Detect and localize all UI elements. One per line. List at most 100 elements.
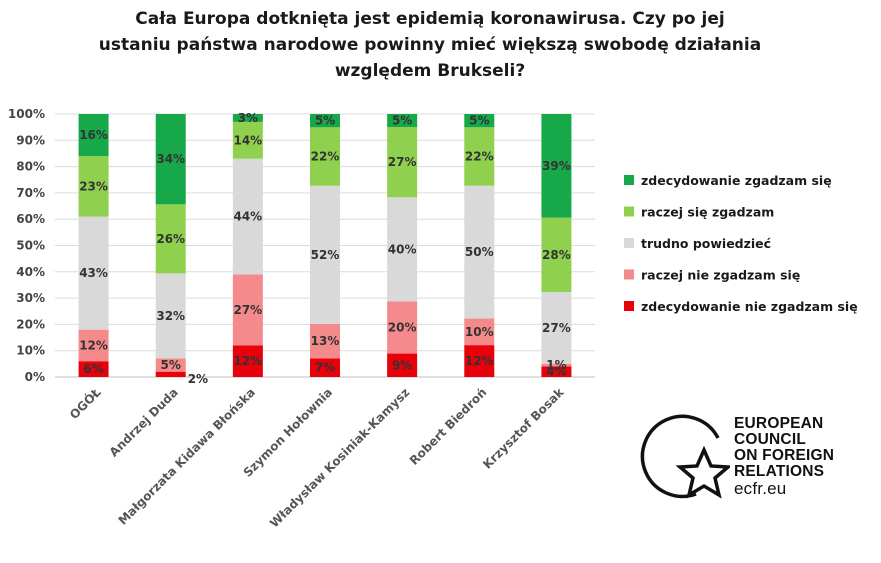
value-label: 28%	[542, 248, 571, 262]
chart-title: Cała Europa dotknięta jest epidemią koro…	[90, 6, 770, 84]
y-tick-label: 40%	[16, 265, 45, 279]
legend-label: raczej się zgadzam	[641, 205, 774, 220]
y-tick-label: 30%	[16, 291, 45, 305]
bar-segment	[78, 114, 109, 157]
value-label: 5%	[392, 114, 412, 128]
value-label: 1%	[546, 358, 566, 372]
bar-segment	[310, 185, 340, 324]
y-tick-label: 90%	[16, 133, 45, 147]
value-label: 40%	[388, 242, 417, 256]
bar-segment	[387, 197, 418, 302]
legend-label: zdecydowanie zgadzam się	[641, 173, 832, 188]
logo-line-3: ON FOREIGN	[734, 447, 835, 464]
y-axis-ticks: 0% 10% 20% 30% 40% 50% 60% 70% 80% 90% 100%	[8, 107, 45, 384]
y-tick-label: 60%	[16, 212, 45, 226]
value-label: 27%	[542, 321, 571, 335]
value-labels: 6% 12% 43% 23% 16% 2% 5% 32% 26% 34% 12% 27% 44% 14% 3…	[79, 111, 571, 386]
value-label: 12%	[79, 338, 108, 352]
value-label: 12%	[233, 354, 262, 368]
legend-swatch	[624, 269, 634, 280]
chart-title-line-3: względem Brukseli?	[334, 61, 526, 81]
legend: zdecydowanie zgadzam się raczej się zgadz…	[624, 173, 858, 314]
bar-segment	[155, 273, 186, 359]
category-label: OGÓŁ	[66, 384, 104, 422]
value-label: 13%	[311, 334, 340, 348]
bar-segment	[78, 361, 109, 377]
bar-segment	[541, 363, 572, 367]
circle-star-icon	[640, 414, 733, 499]
y-tick-label: 50%	[16, 239, 45, 253]
bar-segment	[78, 216, 109, 330]
value-label: 32%	[156, 309, 185, 323]
legend-swatch	[624, 301, 634, 311]
bar-segment	[387, 353, 418, 377]
legend-label: trudno powiedzieć	[641, 236, 771, 251]
bar-segment	[232, 158, 263, 275]
bars	[78, 114, 572, 377]
legend-label: raczej nie zgadzam się	[641, 268, 800, 283]
bar-segment	[78, 329, 109, 362]
bar-segment	[310, 127, 340, 186]
bar-segment	[155, 204, 186, 274]
logo-url: ecfr.eu	[734, 479, 787, 498]
y-tick-label: 70%	[16, 186, 45, 200]
bar-segment	[310, 358, 340, 377]
legend-swatch	[624, 175, 634, 185]
value-label: 12%	[465, 354, 494, 368]
value-label: 50%	[465, 245, 494, 259]
logo-line-2: COUNCIL	[734, 431, 807, 448]
bar-segment	[232, 114, 263, 122]
bar-segment	[232, 345, 263, 377]
value-label: 20%	[388, 321, 417, 335]
value-label: 6%	[83, 362, 103, 376]
value-label: 22%	[311, 150, 340, 164]
logo-line-1: EUROPEAN	[734, 415, 824, 432]
value-label: 16%	[79, 128, 108, 142]
y-tick-label: 100%	[8, 107, 45, 121]
bar-segment	[310, 114, 340, 128]
category-label: Władysław Kosiniak-Kamysz	[267, 385, 412, 530]
value-label: 23%	[79, 179, 108, 193]
y-tick-label: 10%	[16, 344, 45, 358]
category-label: Andrzej Duda	[107, 385, 181, 459]
legend-swatch	[624, 206, 634, 217]
bar-segment	[232, 274, 263, 346]
category-label: Małgorzata Kidawa Błońska	[116, 385, 258, 527]
value-label: 4%	[546, 365, 566, 379]
bar-segment	[232, 121, 263, 159]
value-label: 26%	[156, 232, 185, 246]
bar-segment	[464, 185, 495, 319]
bar-segment	[155, 114, 186, 205]
legend-swatch	[624, 238, 634, 248]
value-label: 3%	[238, 111, 258, 125]
value-label: 39%	[542, 159, 571, 173]
bar-segment	[464, 127, 495, 186]
value-label: 27%	[388, 155, 417, 169]
value-label: 43%	[79, 266, 108, 280]
logo-text: EUROPEAN COUNCIL ON FOREIGN RELATIONS ec…	[734, 415, 835, 498]
bar-segment	[464, 114, 495, 128]
y-tick-label: 0%	[25, 370, 45, 384]
chart-title-line-1: Cała Europa dotknięta jest epidemią koro…	[135, 9, 725, 29]
value-label: 52%	[311, 248, 340, 262]
bar-segment	[464, 345, 495, 377]
logo-line-4: RELATIONS	[734, 463, 825, 480]
category-label: Robert Biedroń	[407, 385, 490, 468]
value-label: 5%	[161, 358, 181, 372]
ecfr-logo: EUROPEAN COUNCIL ON FOREIGN RELATIONS ec…	[634, 408, 844, 503]
bar-segment	[78, 156, 109, 217]
value-label: 10%	[465, 325, 494, 339]
bar-segment	[541, 291, 572, 364]
bar-segment	[541, 114, 572, 218]
value-label: 5%	[315, 114, 335, 128]
value-label: 44%	[233, 210, 262, 224]
bar-segment	[464, 318, 495, 346]
bar-segment	[155, 371, 186, 377]
legend-label: zdecydowanie nie zgadzam się	[641, 299, 858, 314]
value-label: 2%	[188, 372, 208, 386]
bar-segment	[541, 366, 572, 377]
y-tick-label: 20%	[16, 317, 45, 331]
value-label: 7%	[315, 361, 335, 375]
